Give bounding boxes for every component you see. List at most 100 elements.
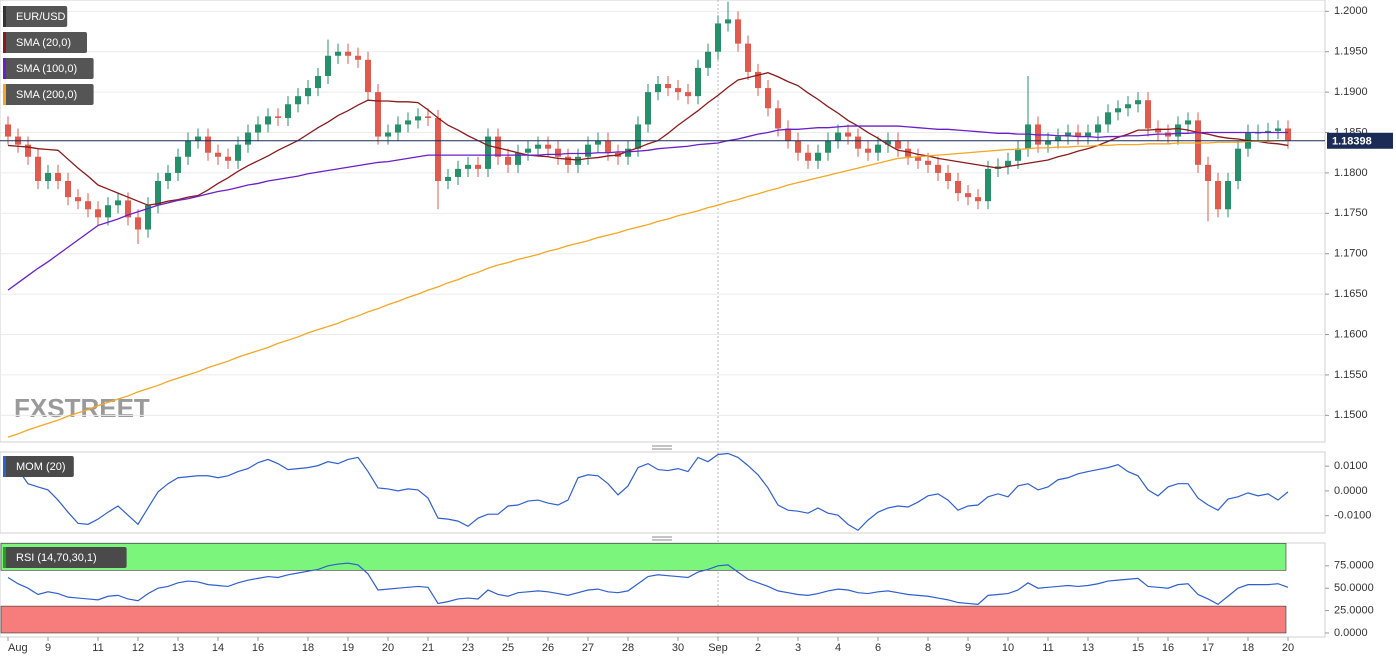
y-tick-label: 0.0000 [1334,627,1368,639]
x-tick-label: 3 [795,642,801,654]
candle-body [245,132,251,145]
candle-body [545,144,551,149]
x-tick-label: 12 [132,642,144,654]
candle-body [395,124,401,133]
logo: FXSTREET [14,393,150,423]
candle-body [705,51,711,68]
y-tick-label: 1.1900 [1334,86,1368,98]
candle-body [535,144,541,149]
candle-body [375,92,381,137]
candle-body [345,51,351,56]
legend-swatch [3,456,6,477]
x-tick-label: 21 [422,642,434,654]
candle-body [315,75,321,89]
candle-body [905,148,911,157]
candle-body [915,156,921,161]
candle-body [975,197,981,202]
y-tick-label: 0.0100 [1334,460,1368,472]
candle-body [925,160,931,165]
candle-body [255,124,261,133]
x-tick-label: 19 [342,642,354,654]
candle-body [435,117,441,182]
x-tick-label: 16 [252,642,264,654]
candle-body [145,205,151,230]
candle-body [895,140,901,149]
candle-body [175,156,181,173]
candle-body [75,197,81,202]
price-panel [0,0,1326,443]
candle-body [985,168,991,202]
candle-body [465,164,471,169]
x-tick-label: 25 [502,642,514,654]
y-tick-label: 75.0000 [1334,560,1374,572]
mom-panel [0,451,1326,534]
x-tick-label: 20 [382,642,394,654]
legend-label: SMA (20,0) [16,37,71,49]
candle-body [1095,124,1101,133]
candle-body [445,176,451,182]
candle-body [25,144,31,157]
legend-label: EUR/USD [16,11,66,23]
x-tick-label: 15 [1132,642,1144,654]
legend-swatch [3,84,6,105]
legend-swatch [3,32,6,53]
candle-body [125,200,131,218]
x-tick-label: 20 [1282,642,1294,654]
candle-body [625,148,631,157]
candle-body [955,181,961,194]
candle-body [675,88,681,93]
panel-grip[interactable] [652,445,672,541]
y-tick-label: -0.0100 [1334,510,1371,522]
rsi-band [0,605,1287,634]
candle-body [275,116,281,118]
candle-body [45,172,51,182]
x-tick-label: 13 [172,642,184,654]
candle-body [35,156,41,182]
candle-body [1175,124,1181,137]
legend-label: SMA (200,0) [16,89,77,101]
y-tick-label: 0.0000 [1334,485,1368,497]
y-tick-label: 1.1550 [1334,369,1368,381]
candle-body [695,67,701,97]
x-tick-label: 2 [755,642,761,654]
candle-body [715,23,721,52]
rsi-band [0,543,1287,571]
candle-body [865,148,871,153]
x-tick-label: 30 [672,642,684,654]
candle-body [785,128,791,141]
candle-body [605,140,611,153]
candle-body [225,156,231,161]
candle-body [485,136,491,169]
y-tick-label: 1.1500 [1334,409,1368,421]
x-tick-label: 16 [1162,642,1174,654]
y-tick-label: 1.1950 [1334,46,1368,58]
legend-swatch [3,58,6,79]
candle-body [1225,181,1231,210]
candle-body [325,55,331,76]
candle-body [555,148,561,157]
sma-line [7,72,1289,206]
candle-body [1285,128,1291,141]
candle-body [875,144,881,153]
legend-box [3,84,94,105]
indicator-line [7,562,1289,606]
candle-body [685,92,691,97]
candle-body [815,152,821,161]
legend-box [3,456,74,477]
x-tick-label: 11 [92,642,103,654]
candle-body [825,140,831,153]
candle-body [405,120,411,125]
x-tick-label: 13 [1082,642,1094,654]
candle-body [305,88,311,97]
y-tick-label: 1.2000 [1334,5,1368,17]
candle-body [725,19,731,24]
legend-label: SMA (100,0) [16,63,77,75]
y-tick-label: 1.1650 [1334,288,1368,300]
candle-body [215,152,221,157]
candle-body [525,148,531,153]
x-tick-label: 14 [212,642,224,654]
candle-body [1235,148,1241,182]
x-tick-label: 10 [1002,642,1014,654]
candle-body [235,144,241,161]
